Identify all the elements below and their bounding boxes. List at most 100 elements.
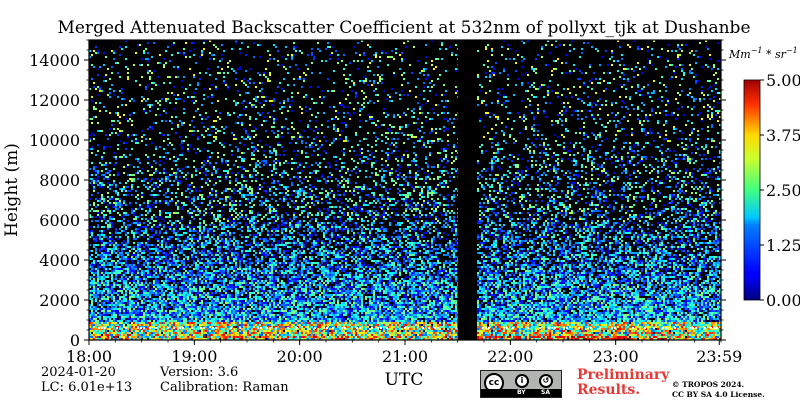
heat-cell xyxy=(539,144,541,146)
heat-cell xyxy=(397,178,399,180)
heat-cell xyxy=(349,114,351,116)
heat-cell xyxy=(429,82,431,84)
heat-cell xyxy=(167,134,169,136)
heat-cell xyxy=(413,216,415,218)
heat-cell xyxy=(513,138,515,140)
heat-cell xyxy=(591,116,593,118)
heat-cell xyxy=(147,212,149,214)
heat-cell xyxy=(493,136,495,138)
heat-cell xyxy=(681,212,683,214)
heat-cell xyxy=(493,190,495,192)
heat-cell xyxy=(287,162,289,164)
heat-cell xyxy=(171,192,173,194)
heat-cell xyxy=(661,76,663,78)
heat-cell xyxy=(161,180,163,182)
heat-cell xyxy=(281,200,283,202)
heat-cell xyxy=(211,198,213,200)
heat-cell xyxy=(427,188,429,190)
heat-cell xyxy=(307,54,309,56)
heat-cell xyxy=(263,216,265,218)
heat-cell xyxy=(655,206,657,208)
heat-cell xyxy=(507,84,509,86)
heat-cell xyxy=(445,128,447,130)
heat-cell xyxy=(557,154,559,156)
heat-cell xyxy=(153,196,155,198)
heat-cell xyxy=(123,202,125,204)
heat-cell xyxy=(253,194,255,196)
heat-cell xyxy=(549,102,551,104)
heat-cell xyxy=(163,110,165,112)
heat-cell xyxy=(609,204,611,206)
heat-cell xyxy=(157,190,159,192)
heat-cell xyxy=(235,102,237,104)
heat-cell xyxy=(135,202,137,204)
heat-cell xyxy=(491,138,493,140)
heat-cell xyxy=(667,186,669,188)
heat-cell xyxy=(653,190,655,192)
heat-cell xyxy=(385,160,387,162)
heat-cell xyxy=(675,204,677,206)
heat-cell xyxy=(671,64,673,66)
heat-cell xyxy=(99,88,101,90)
heat-cell xyxy=(283,102,285,104)
heat-cell xyxy=(665,58,667,60)
heat-cell xyxy=(319,210,321,212)
heat-cell xyxy=(617,70,619,72)
heat-cell xyxy=(163,58,165,60)
heat-cell xyxy=(267,186,269,188)
heat-cell xyxy=(629,96,631,98)
heat-cell xyxy=(135,208,137,210)
heat-cell xyxy=(153,186,155,188)
heat-cell xyxy=(433,192,435,194)
heat-cell xyxy=(243,108,245,110)
heat-cell xyxy=(303,72,305,74)
heat-cell xyxy=(149,106,151,108)
heat-cell xyxy=(265,160,267,162)
heat-cell xyxy=(613,140,615,142)
heat-cell xyxy=(123,98,125,100)
heat-cell xyxy=(423,132,425,134)
heat-cell xyxy=(535,200,537,202)
heat-cell xyxy=(645,156,647,158)
heat-cell xyxy=(401,160,403,162)
heat-cell xyxy=(391,96,393,98)
heat-cell xyxy=(499,148,501,150)
heat-cell xyxy=(695,198,697,200)
heat-cell xyxy=(293,136,295,138)
heat-cell xyxy=(285,186,287,188)
heat-cell xyxy=(241,174,243,176)
heat-cell xyxy=(231,208,233,210)
heat-cell xyxy=(405,150,407,152)
heat-cell xyxy=(485,114,487,116)
heat-cell xyxy=(113,190,115,192)
heat-cell xyxy=(287,194,289,196)
heat-cell xyxy=(99,186,101,188)
heat-cell xyxy=(219,142,221,144)
heat-cell xyxy=(611,104,613,106)
heat-cell xyxy=(501,210,503,212)
heat-cell xyxy=(169,82,171,84)
heat-cell xyxy=(217,214,219,216)
heat-cell xyxy=(381,178,383,180)
heat-cell xyxy=(503,132,505,134)
heat-cell xyxy=(335,178,337,180)
heat-cell xyxy=(609,206,611,208)
heat-cell xyxy=(379,60,381,62)
heat-cell xyxy=(557,182,559,184)
heat-cell xyxy=(711,116,713,118)
heat-cell xyxy=(91,152,93,154)
heat-cell xyxy=(645,142,647,144)
heat-cell xyxy=(131,134,133,136)
heat-cell xyxy=(519,188,521,190)
heat-cell xyxy=(539,210,541,212)
heat-cell xyxy=(637,162,639,164)
heat-cell xyxy=(607,218,609,220)
heat-cell xyxy=(517,54,519,56)
heat-cell xyxy=(131,212,133,214)
heat-cell xyxy=(665,130,667,132)
heat-cell xyxy=(391,212,393,214)
heat-cell xyxy=(439,152,441,154)
heat-cell xyxy=(479,210,481,212)
heat-cell xyxy=(691,132,693,134)
heat-cell xyxy=(359,148,361,150)
